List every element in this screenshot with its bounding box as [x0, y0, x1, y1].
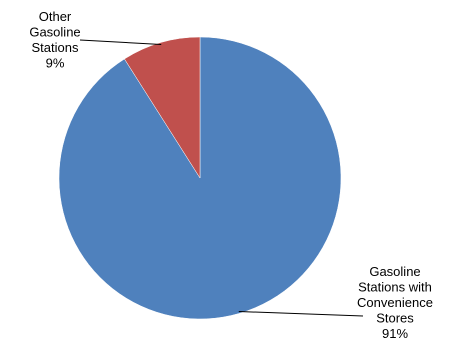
- slice-label-line: Convenience: [357, 295, 433, 310]
- pie-slices: [58, 36, 342, 320]
- slice-labels: Gasoline Stations with Convenience Stores 91…: [29, 9, 433, 341]
- leader-line-0: [238, 310, 364, 317]
- pie-slice-1: [124, 36, 201, 179]
- slice-percent-label: 9%: [46, 56, 65, 71]
- slice-label-1: Other Gasoline Stations 9%: [29, 9, 80, 71]
- slice-label-line: Stations: [32, 40, 79, 55]
- slice-percent-label: 91%: [382, 326, 408, 341]
- slice-label-line: Gasoline: [29, 25, 80, 40]
- slice-label-line: Gasoline: [369, 264, 420, 279]
- slice-label-line: Stores: [376, 311, 414, 326]
- slice-label-line: Other: [39, 9, 72, 24]
- slice-label-0: Gasoline Stations with Convenience Stores 91…: [357, 264, 433, 341]
- leader-lines: [79, 39, 364, 317]
- leader-line-1: [79, 39, 162, 46]
- slice-label-line: Stations with: [358, 280, 432, 295]
